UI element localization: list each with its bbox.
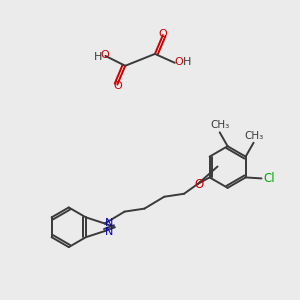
Text: O: O <box>113 81 122 91</box>
Text: N: N <box>104 218 113 229</box>
Text: N: N <box>104 227 113 237</box>
Text: O: O <box>194 178 203 191</box>
Text: H: H <box>182 57 191 67</box>
Text: O: O <box>158 29 167 39</box>
Text: H: H <box>94 52 103 62</box>
Text: O: O <box>174 57 183 67</box>
Text: Cl: Cl <box>264 172 275 185</box>
Text: O: O <box>100 50 109 60</box>
Text: CH₃: CH₃ <box>210 120 229 130</box>
Text: CH₃: CH₃ <box>244 131 263 141</box>
